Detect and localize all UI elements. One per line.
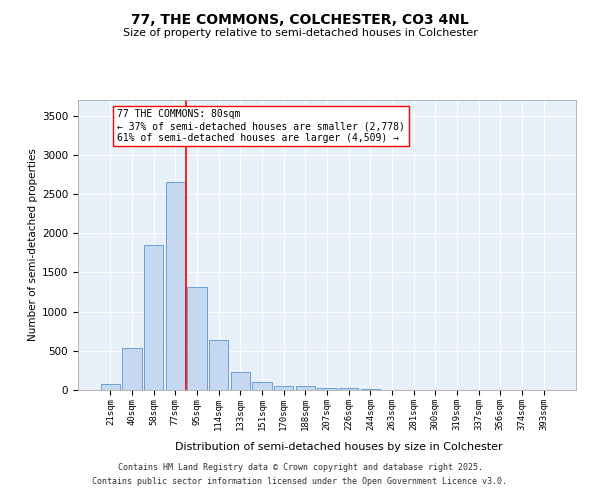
Text: 77 THE COMMONS: 80sqm
← 37% of semi-detached houses are smaller (2,778)
61% of s: 77 THE COMMONS: 80sqm ← 37% of semi-deta… [117, 110, 405, 142]
Bar [317, 388, 337, 390]
Text: 77, THE COMMONS, COLCHESTER, CO3 4NL: 77, THE COMMONS, COLCHESTER, CO3 4NL [131, 12, 469, 26]
Bar [144, 245, 163, 390]
Bar [230, 372, 250, 390]
Bar [274, 386, 293, 390]
Bar [187, 288, 207, 390]
Text: Contains public sector information licensed under the Open Government Licence v3: Contains public sector information licen… [92, 477, 508, 486]
Text: Contains HM Land Registry data © Crown copyright and database right 2025.: Contains HM Land Registry data © Crown c… [118, 464, 482, 472]
Text: Size of property relative to semi-detached houses in Colchester: Size of property relative to semi-detach… [122, 28, 478, 38]
Bar [339, 388, 358, 390]
Y-axis label: Number of semi-detached properties: Number of semi-detached properties [28, 148, 38, 342]
Bar [122, 348, 142, 390]
Bar [101, 384, 120, 390]
Bar [296, 386, 315, 390]
Bar [252, 382, 272, 390]
Bar [361, 389, 380, 390]
Text: Distribution of semi-detached houses by size in Colchester: Distribution of semi-detached houses by … [175, 442, 503, 452]
Bar [166, 182, 185, 390]
Bar [209, 340, 229, 390]
